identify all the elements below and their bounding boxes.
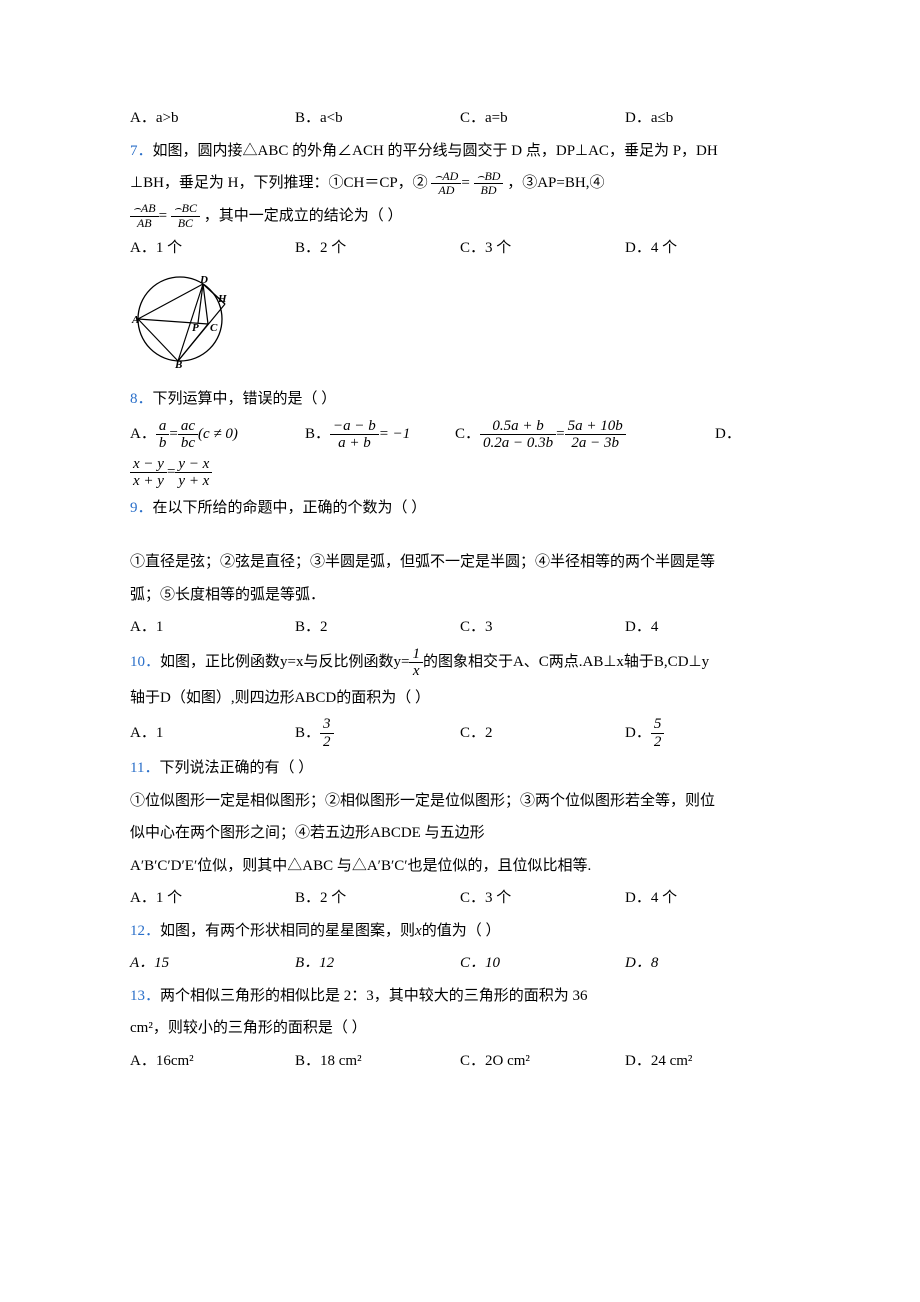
q7-opt-c: C．3 个 <box>460 234 625 263</box>
q8-number: 8． <box>130 391 153 407</box>
q8-options: A． ab = acbc (c ≠ 0) B． −a − ba + b = −1… <box>130 418 790 452</box>
q11-options: A．1 个 B．2 个 C．3 个 D．4 个 <box>130 884 790 913</box>
q7-line1: 7．如图，圆内接△ABC 的外角∠ACH 的平分线与圆交于 D 点，DP⊥AC，… <box>130 137 790 166</box>
q11-p1: ①位似图形一定是相似图形；②相似图形一定是位似图形；③两个位似图形若全等，则位 <box>130 787 790 816</box>
svg-text:A: A <box>131 314 139 326</box>
circle-icon: A D B C P H <box>130 269 240 369</box>
q12-opt-a: A．15 <box>130 949 295 978</box>
q13-opt-c: C．2O cm² <box>460 1047 625 1076</box>
q9-number: 9． <box>130 500 153 516</box>
q12-stem: 12．如图，有两个形状相同的星星图案，则x的值为（ ） <box>130 917 790 946</box>
q6-opt-a: A．a>b <box>130 104 295 133</box>
q7-arc-frac1: ⌢AD AD <box>431 170 461 197</box>
q11-p3: A′B′C′D′E′位似，则其中△ABC 与△A′B′C′也是位似的，且位似比相… <box>130 852 790 881</box>
q7-line3: ⌢AB AB = ⌢BC BC ，其中一定成立的结论为（ ） <box>130 202 790 231</box>
q12-number: 12． <box>130 923 160 939</box>
q7-arc-frac3: ⌢AB AB <box>130 202 159 229</box>
q10-opt-c: C．2 <box>460 719 625 748</box>
q11-opt-d: D．4 个 <box>625 884 790 913</box>
q13-text1: 两个相似三角形的相似比是 2：3，其中较大的三角形的面积为 36 <box>160 988 588 1004</box>
q7-arc-frac4: ⌢BC BC <box>171 202 200 229</box>
q11-opt-a: A．1 个 <box>130 884 295 913</box>
q8-stem: 8．下列运算中，错误的是（ ） <box>130 385 790 414</box>
q8-opt-d: x − yx + y = y − xy + x <box>130 456 790 490</box>
q9-p1: ①直径是弦；②弦是直径；③半圆是弧，但弧不一定是半圆；④半径相等的两个半圆是等 <box>130 548 790 577</box>
q7-options: A．1 个 B．2 个 C．3 个 D．4 个 <box>130 234 790 263</box>
q6-opt-d: D．a≤b <box>625 104 790 133</box>
q11-opt-b: B．2 个 <box>295 884 460 913</box>
svg-text:H: H <box>217 293 227 305</box>
q8-text: 下列运算中，错误的是（ ） <box>153 391 337 407</box>
q7-number: 7． <box>130 143 153 159</box>
q7-text3: ，其中一定成立的结论为（ ） <box>204 208 403 224</box>
q7-arc-frac2: ⌢BD BD <box>474 170 504 197</box>
q8-opt-b: B． −a − ba + b = −1 <box>305 418 455 452</box>
q10-options: A．1 B． 32 C．2 D． 52 <box>130 716 790 750</box>
q12-options: A．15 B．12 C．10 D．8 <box>130 949 790 978</box>
q9-opt-c: C．3 <box>460 613 625 642</box>
q13-opt-d: D．24 cm² <box>625 1047 790 1076</box>
q12-opt-d: D．8 <box>625 949 790 978</box>
q9-options: A．1 B．2 C．3 D．4 <box>130 613 790 642</box>
q10-line2: 轴于D（如图）,则四边形ABCD的面积为（ ） <box>130 684 790 713</box>
q11-p2: 似中心在两个图形之间；④若五边形ABCDE 与五边形 <box>130 819 790 848</box>
q7-text1: 如图，圆内接△ABC 的外角∠ACH 的平分线与圆交于 D 点，DP⊥AC，垂足… <box>153 143 718 159</box>
svg-text:C: C <box>210 322 218 334</box>
q12-opt-b: B．12 <box>295 949 460 978</box>
q13-line1: 13．两个相似三角形的相似比是 2：3，其中较大的三角形的面积为 36 <box>130 982 790 1011</box>
q10-text2: 的图象相交于A、C两点.AB⊥x轴于B,CD⊥y <box>423 648 709 677</box>
q6-opt-b: B．a<b <box>295 104 460 133</box>
q7-text2: ⊥BH，垂足为 H，下列推理：①CH＝CP，② <box>130 175 428 191</box>
q10-line1: 10． 如图，正比例函数y=x与反比例函数y= 1x 的图象相交于A、C两点.A… <box>130 646 790 680</box>
q10-opt-a: A．1 <box>130 719 295 748</box>
q7-opt-a: A．1 个 <box>130 234 295 263</box>
q7-line2: ⊥BH，垂足为 H，下列推理：①CH＝CP，② ⌢AD AD = ⌢BD BD … <box>130 169 790 198</box>
q12-text: 如图，有两个形状相同的星星图案，则x的值为（ ） <box>160 923 500 939</box>
q10-text1: 如图，正比例函数y=x与反比例函数y= <box>160 648 409 677</box>
q8-opt-d-label: D． <box>715 420 741 449</box>
q6-options: A．a>b B．a<b C．a=b D．a≤b <box>130 104 790 133</box>
q7-opt-b: B．2 个 <box>295 234 460 263</box>
q10-number: 10． <box>130 648 160 677</box>
q7-opt-d: D．4 个 <box>625 234 790 263</box>
svg-text:D: D <box>199 274 208 286</box>
q8-opt-c: C． 0.5a + b0.2a − 0.3b = 5a + 10b2a − 3b <box>455 418 715 452</box>
q13-number: 13． <box>130 988 160 1004</box>
q9-opt-b: B．2 <box>295 613 460 642</box>
svg-text:P: P <box>192 322 199 334</box>
q7-text2b: ，③AP=BH,④ <box>507 175 604 191</box>
q11-opt-c: C．3 个 <box>460 884 625 913</box>
q11-number: 11． <box>130 760 159 776</box>
q6-opt-c: C．a=b <box>460 104 625 133</box>
q10-frac: 1x <box>409 646 423 680</box>
q13-options: A．16cm² B．18 cm² C．2O cm² D．24 cm² <box>130 1047 790 1076</box>
svg-text:B: B <box>174 359 182 369</box>
q9-opt-d: D．4 <box>625 613 790 642</box>
q10-opt-b: B． 32 <box>295 716 460 750</box>
q8-opt-a: A． ab = acbc (c ≠ 0) <box>130 418 305 452</box>
q9-opt-a: A．1 <box>130 613 295 642</box>
q11-text: 下列说法正确的有（ ） <box>159 760 313 776</box>
q7-figure: A D B C P H <box>130 269 790 380</box>
q13-line2: cm²，则较小的三角形的面积是（ ） <box>130 1014 790 1043</box>
q11-stem: 11．下列说法正确的有（ ） <box>130 754 790 783</box>
q9-p2: 弧；⑤长度相等的弧是等弧． <box>130 581 790 610</box>
q13-opt-a: A．16cm² <box>130 1047 295 1076</box>
q9-stem: 9．在以下所给的命题中，正确的个数为（ ） <box>130 494 790 523</box>
q13-opt-b: B．18 cm² <box>295 1047 460 1076</box>
q12-opt-c: C．10 <box>460 949 625 978</box>
q10-opt-d: D． 52 <box>625 716 790 750</box>
q9-text: 在以下所给的命题中，正确的个数为（ ） <box>153 500 427 516</box>
